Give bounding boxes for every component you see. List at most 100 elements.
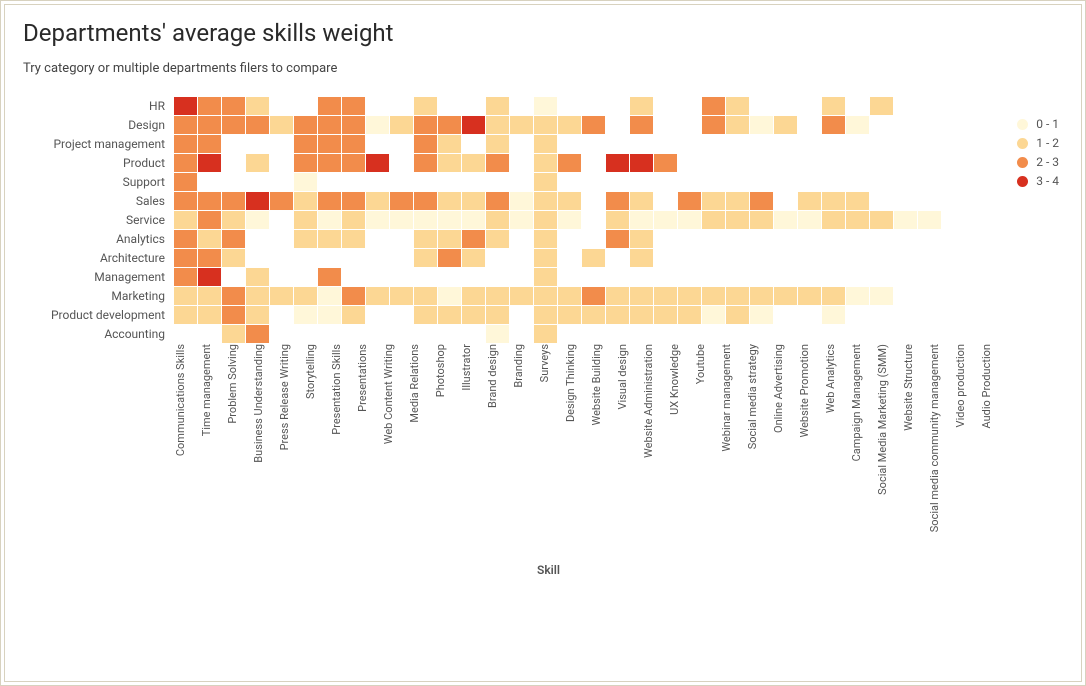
heatmap-cell (630, 306, 654, 325)
heatmap-cell (510, 135, 534, 154)
chart-subtitle: Try category or multiple departments fil… (23, 61, 1063, 76)
heatmap-cell (726, 306, 750, 325)
x-axis-label: Presentation Skills (330, 344, 354, 439)
heatmap-cell (918, 135, 942, 154)
heatmap-cell (606, 97, 630, 116)
heatmap-cell (822, 192, 846, 211)
heatmap-cell (774, 135, 798, 154)
heatmap-cell (318, 192, 342, 211)
heatmap-cell (606, 192, 630, 211)
heatmap-cell (678, 306, 702, 325)
heatmap-cell (294, 135, 318, 154)
heatmap-cell (630, 230, 654, 249)
y-axis-label: Architecture (23, 248, 173, 267)
heatmap-cell (198, 173, 222, 192)
heatmap-cell (726, 173, 750, 192)
heatmap-cell (774, 154, 798, 173)
heatmap-cell (390, 173, 414, 192)
heatmap-cell (222, 325, 246, 344)
heatmap-cell (558, 268, 582, 287)
heatmap-cell (270, 154, 294, 173)
heatmap-cell (774, 325, 798, 344)
heatmap-cell (726, 192, 750, 211)
heatmap-cell (606, 211, 630, 230)
legend-label: 0 - 1 (1036, 117, 1059, 131)
heatmap-cell (654, 287, 678, 306)
heatmap-cell (582, 268, 606, 287)
card-inner: Departments' average skills weight Try c… (4, 4, 1082, 682)
heatmap-cell (222, 97, 246, 116)
heatmap-cell (510, 154, 534, 173)
heatmap-cell (510, 97, 534, 116)
heatmap-cell (222, 116, 246, 135)
x-axis-label: Brand design (486, 344, 510, 412)
heatmap-cell (534, 268, 558, 287)
heatmap-cell (630, 268, 654, 287)
heatmap-cell (870, 116, 894, 135)
heatmap-cell (750, 325, 774, 344)
heatmap-cell (558, 249, 582, 268)
heatmap-cell (270, 268, 294, 287)
heatmap-cell (750, 249, 774, 268)
x-axis-label: Media Relations (408, 344, 432, 427)
heatmap-cell (750, 230, 774, 249)
heatmap-cell (438, 173, 462, 192)
heatmap-cell (702, 154, 726, 173)
heatmap-cell (510, 268, 534, 287)
heatmap-cell (510, 249, 534, 268)
heatmap-cell (846, 116, 870, 135)
x-axis-label: Surveys (538, 344, 562, 386)
heatmap-cell (894, 306, 918, 325)
heatmap-cell (918, 173, 942, 192)
heatmap-cell (582, 173, 606, 192)
legend-label: 2 - 3 (1036, 155, 1059, 169)
heatmap-cell (870, 192, 894, 211)
heatmap-cell (582, 230, 606, 249)
heatmap-cell (510, 306, 534, 325)
heatmap-cell (462, 306, 486, 325)
heatmap-cell (342, 97, 366, 116)
heatmap-cell (918, 230, 942, 249)
heatmap-cell (798, 230, 822, 249)
heatmap-cell (822, 173, 846, 192)
heatmap-cell (318, 249, 342, 268)
heatmap-cell (366, 173, 390, 192)
heatmap-cell (222, 211, 246, 230)
heatmap-cell (726, 116, 750, 135)
heatmap-grid (173, 96, 942, 344)
heatmap-cell (582, 211, 606, 230)
heatmap-cell (774, 173, 798, 192)
heatmap-cell (246, 154, 270, 173)
heatmap-cell (198, 268, 222, 287)
heatmap-cell (486, 287, 510, 306)
heatmap-cell (702, 249, 726, 268)
heatmap-cell (918, 306, 942, 325)
heatmap-cell (246, 287, 270, 306)
heatmap-cell (654, 325, 678, 344)
heatmap-cell (822, 97, 846, 116)
heatmap-cell (654, 268, 678, 287)
heatmap-cell (582, 306, 606, 325)
heatmap-cell (654, 154, 678, 173)
legend-swatch (1017, 119, 1028, 130)
heatmap-cell (654, 192, 678, 211)
heatmap-cell (342, 154, 366, 173)
heatmap-cell (822, 116, 846, 135)
heatmap-cell (846, 325, 870, 344)
heatmap-cell (678, 135, 702, 154)
x-axis-label: Time management (200, 344, 224, 440)
heatmap-cell (174, 116, 198, 135)
heatmap-cell (294, 211, 318, 230)
heatmap-cell (750, 211, 774, 230)
heatmap-cell (558, 173, 582, 192)
heatmap-cell (198, 306, 222, 325)
heatmap-cell (174, 306, 198, 325)
heatmap-cell (534, 306, 558, 325)
heatmap-cell (342, 268, 366, 287)
heatmap-cell (726, 154, 750, 173)
heatmap-cell (774, 116, 798, 135)
x-axis-label: Social media community management (928, 344, 952, 536)
heatmap-cell (174, 173, 198, 192)
heatmap-cell (486, 249, 510, 268)
heatmap-cell (366, 154, 390, 173)
